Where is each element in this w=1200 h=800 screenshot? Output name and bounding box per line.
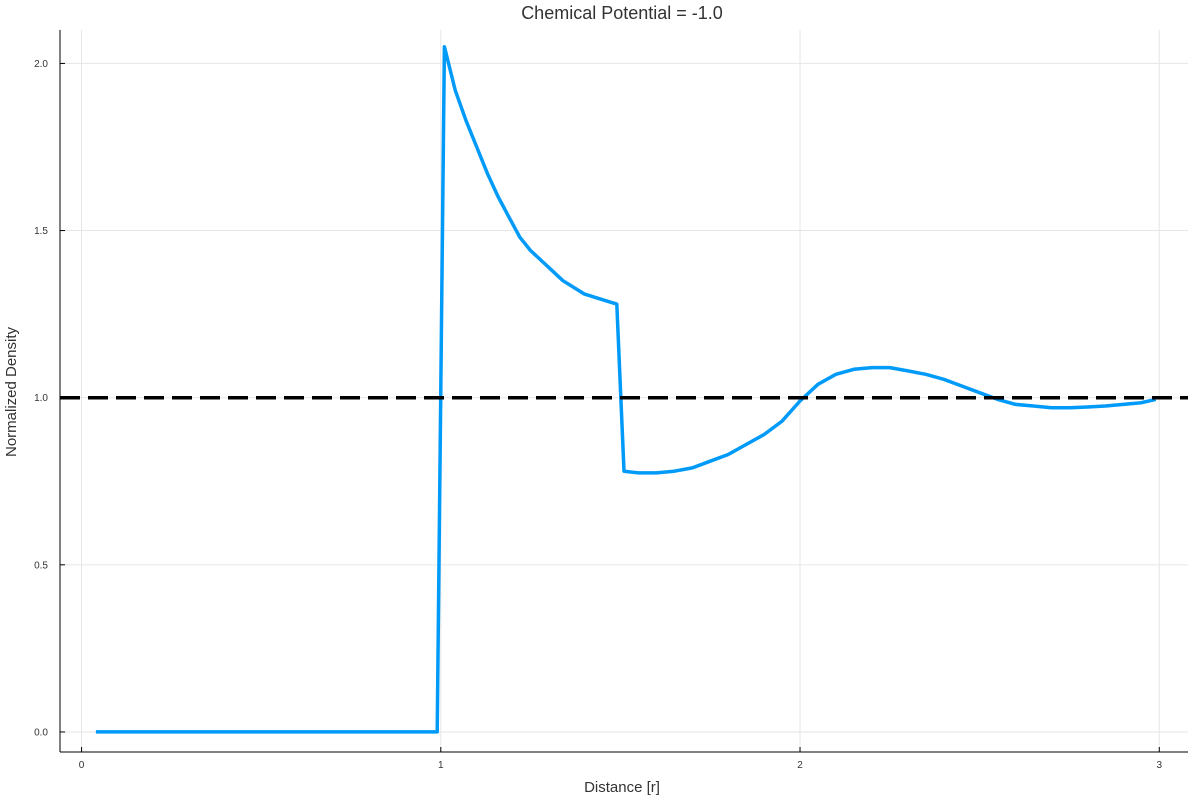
x-tick-label: 3 — [1156, 760, 1162, 771]
x-tick-label: 2 — [797, 760, 803, 771]
x-tick-label: 1 — [438, 760, 444, 771]
grid-lines — [60, 30, 1188, 752]
series-lines — [60, 44, 1188, 734]
x-tick-label: 0 — [79, 760, 85, 771]
x-axis-label: Distance [r] — [584, 779, 660, 796]
y-tick-label: 1.0 — [34, 393, 48, 404]
y-tick-label: 2.0 — [34, 59, 48, 70]
density-series-line — [95, 44, 1157, 734]
ticks: 0 1 2 3 0.0 0.5 1.0 1.5 2.0 — [34, 59, 1162, 771]
y-tick-label: 0.5 — [34, 560, 48, 571]
chart-title: Chemical Potential = -1.0 — [521, 3, 723, 23]
y-axis-label: Normalized Density — [3, 326, 20, 457]
y-tick-label: 1.5 — [34, 226, 48, 237]
axes — [59, 30, 1188, 753]
y-tick-label: 0.0 — [34, 727, 48, 738]
